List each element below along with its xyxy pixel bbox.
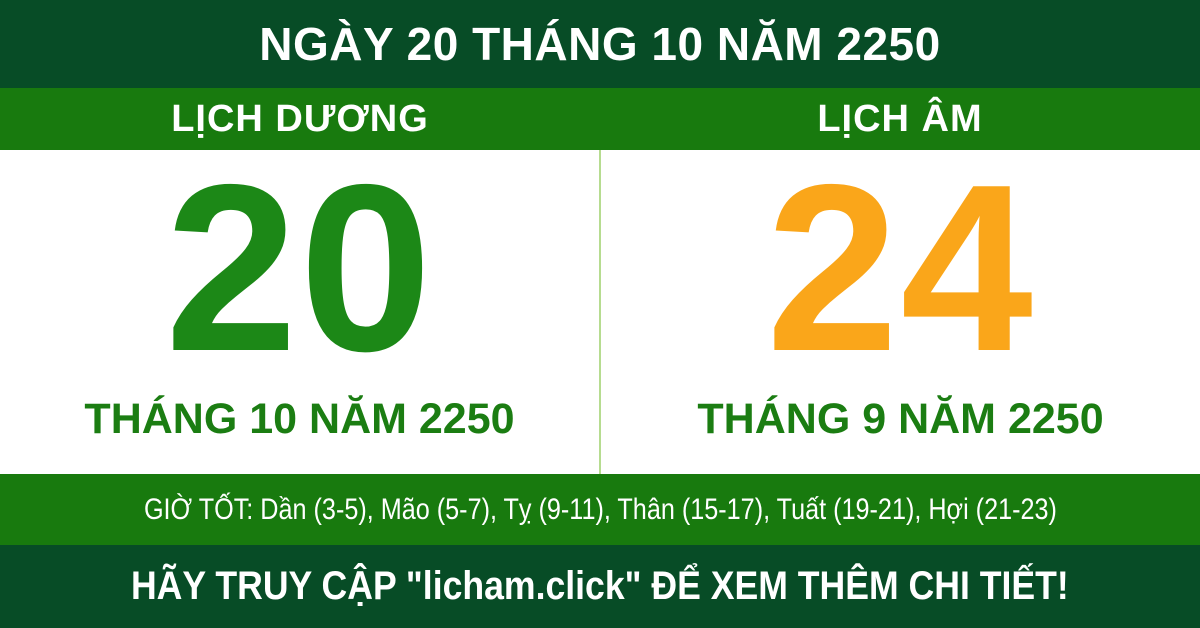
lunar-calendar-header: LỊCH ÂM [817, 97, 983, 140]
solar-calendar-header: LỊCH DƯƠNG [171, 97, 429, 140]
calendar-type-header-row: LỊCH DƯƠNG LỊCH ÂM [0, 88, 1200, 150]
panel-divider-line [599, 150, 601, 474]
full-date-title: NGÀY 20 THÁNG 10 NĂM 2250 [259, 18, 941, 70]
footer-cta-bar: HÃY TRUY CẬP "licham.click" ĐỂ XEM THÊM … [0, 545, 1200, 628]
lunar-panel: 24 THÁNG 9 NĂM 2250 [601, 150, 1200, 474]
calendar-panels: 20 THÁNG 10 NĂM 2250 24 THÁNG 9 NĂM 2250 [0, 150, 1200, 474]
footer-cta-text: HÃY TRUY CẬP "licham.click" ĐỂ XEM THÊM … [131, 564, 1069, 608]
solar-month-year: THÁNG 10 NĂM 2250 [84, 395, 515, 443]
lunar-month-year: THÁNG 9 NĂM 2250 [697, 395, 1104, 443]
lunar-day-number: 24 [766, 136, 1035, 401]
good-hours-text: GIỜ TỐT: Dần (3-5), Mão (5-7), Tỵ (9-11)… [143, 492, 1057, 526]
good-hours-bar: GIỜ TỐT: Dần (3-5), Mão (5-7), Tỵ (9-11)… [0, 474, 1200, 545]
solar-day-number: 20 [165, 136, 434, 401]
date-title-bar: NGÀY 20 THÁNG 10 NĂM 2250 [0, 0, 1200, 88]
solar-panel: 20 THÁNG 10 NĂM 2250 [0, 150, 599, 474]
